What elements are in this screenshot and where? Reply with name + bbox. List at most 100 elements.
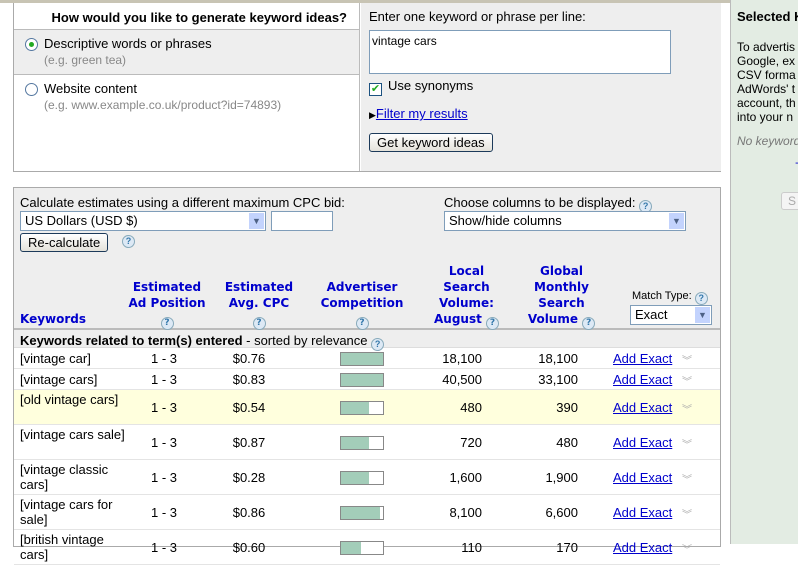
double-chevron-down-icon[interactable]: ︾	[682, 475, 692, 486]
sidebar-text-line: account, th	[737, 96, 796, 110]
sidebar-text-line: To advertis	[737, 40, 796, 54]
sidebar-button[interactable]: S	[781, 192, 798, 210]
add-exact-link[interactable]: Add Exact	[613, 351, 673, 366]
local-volume-cell: 18,100	[442, 351, 482, 366]
global-volume-cell: 480	[556, 435, 578, 450]
keyword-cell: [vintage car]	[20, 351, 91, 366]
option-descriptive[interactable]: Descriptive words or phrases (e.g. green…	[14, 30, 359, 75]
header-global-volume[interactable]: Global Monthly Search Volume ?	[514, 263, 609, 330]
add-exact-link[interactable]: Add Exact	[613, 470, 673, 485]
enter-label: Enter one keyword or phrase per line:	[369, 9, 586, 24]
bid-input[interactable]	[271, 211, 333, 231]
option-label: Website content	[44, 81, 137, 96]
cpc-cell: $0.60	[232, 540, 266, 555]
add-exact-link[interactable]: Add Exact	[613, 435, 673, 450]
header-cpc[interactable]: Estimated Avg. CPC?	[224, 280, 294, 330]
help-icon: ?	[582, 317, 596, 330]
option-hint: (e.g. green tea)	[44, 53, 127, 67]
double-chevron-down-icon[interactable]: ︾	[682, 440, 692, 451]
keyword-cell: [british vintage cars]	[20, 532, 104, 562]
cpc-cell: $0.54	[232, 400, 266, 415]
local-volume-cell: 480	[460, 400, 482, 415]
local-volume-cell: 110	[461, 540, 482, 555]
header-keywords[interactable]: Keywords	[20, 312, 87, 326]
cpc-cell: $0.87	[232, 435, 266, 450]
double-chevron-down-icon[interactable]: ︾	[682, 377, 692, 388]
table-row: [vintage car] 1 - 3 $0.76 18,100 18,100 …	[14, 348, 720, 369]
sidebar-text-line: AdWords' t	[737, 82, 796, 96]
local-volume-cell: 40,500	[442, 372, 482, 387]
match-type-select[interactable]: Exact ▼	[630, 305, 712, 325]
competition-fill	[341, 402, 370, 414]
competition-bar	[340, 373, 384, 387]
header-competition[interactable]: Advertiser Competition?	[320, 280, 404, 330]
help-icon: ?	[252, 317, 266, 330]
header-position[interactable]: Estimated Ad Position?	[128, 280, 206, 330]
position-cell: 1 - 3	[150, 351, 177, 366]
double-chevron-down-icon[interactable]: ︾	[682, 405, 692, 416]
recalculate-button[interactable]: Re-calculate	[20, 233, 109, 252]
add-exact-link[interactable]: Add Exact	[613, 505, 673, 520]
help-icon: ?	[694, 292, 708, 305]
competition-bar	[340, 352, 384, 366]
position-cell: 1 - 3	[150, 470, 177, 485]
keyword-ideas-panel: How would you like to generate keyword i…	[13, 3, 721, 172]
cpc-cell: $0.28	[232, 470, 266, 485]
currency-select[interactable]: US Dollars (USD $) ▼	[20, 211, 266, 231]
help-icon: ?	[486, 317, 500, 330]
competition-fill	[341, 437, 370, 449]
sidebar-text-line: CSV forma	[737, 68, 796, 82]
chevron-down-icon: ▼	[249, 213, 264, 229]
position-cell: 1 - 3	[150, 372, 177, 387]
add-exact-link[interactable]: Add Exact	[613, 540, 673, 555]
add-exact-link[interactable]: Add Exact	[613, 400, 673, 415]
get-keyword-ideas-button[interactable]: Get keyword ideas	[369, 133, 493, 152]
columns-select[interactable]: Show/hide columns ▼	[444, 211, 686, 231]
competition-fill	[341, 374, 383, 386]
table-row: [vintage cars] 1 - 3 $0.83 40,500 33,100…	[14, 369, 720, 390]
cpc-label: Calculate estimates using a different ma…	[20, 195, 345, 210]
cpc-cell: $0.76	[232, 351, 266, 366]
position-cell: 1 - 3	[150, 540, 177, 555]
help-icon[interactable]: ?	[371, 338, 385, 351]
keyword-cell: [vintage cars sale]	[20, 427, 125, 442]
competition-fill	[341, 472, 370, 484]
sidebar-text-line: Google, ex	[737, 54, 796, 68]
competition-bar	[340, 436, 384, 450]
double-chevron-down-icon[interactable]: ︾	[682, 545, 692, 556]
local-volume-cell: 8,100	[449, 505, 482, 520]
results-table: [vintage car] 1 - 3 $0.76 18,100 18,100 …	[14, 348, 720, 565]
chevron-down-icon: ▼	[695, 307, 710, 323]
add-exact-link[interactable]: Add Exact	[613, 372, 673, 387]
cpc-cell: $0.86	[232, 505, 266, 520]
option-label: Descriptive words or phrases	[44, 36, 212, 51]
local-volume-cell: 1,600	[449, 470, 482, 485]
help-icon: ?	[160, 317, 174, 330]
keywords-textarea[interactable]: vintage cars	[369, 30, 671, 74]
help-icon[interactable]: ?	[122, 235, 135, 248]
sidebar-link[interactable]: +	[737, 156, 798, 170]
help-icon: ?	[355, 317, 369, 330]
option-website[interactable]: Website content (e.g. www.example.co.uk/…	[14, 75, 359, 120]
position-cell: 1 - 3	[150, 435, 177, 450]
top-border	[0, 0, 730, 3]
radio-descriptive[interactable]	[25, 38, 38, 51]
synonyms-checkbox[interactable]: ✔	[369, 83, 382, 96]
global-volume-cell: 1,900	[545, 470, 578, 485]
keyword-cell: [old vintage cars]	[20, 392, 119, 407]
keyword-cell: [vintage classic cars]	[20, 462, 109, 492]
competition-bar	[340, 471, 384, 485]
position-cell: 1 - 3	[150, 400, 177, 415]
competition-fill	[341, 353, 383, 365]
header-local-volume[interactable]: Local Search Volume: August ?	[419, 263, 514, 330]
radio-website[interactable]	[25, 83, 38, 96]
global-volume-cell: 390	[556, 400, 578, 415]
local-volume-cell: 720	[460, 435, 482, 450]
empty-message: No keyword	[737, 134, 798, 148]
table-row: [vintage cars for sale] 1 - 3 $0.86 8,10…	[14, 495, 720, 530]
double-chevron-down-icon[interactable]: ︾	[682, 510, 692, 521]
expand-triangle-icon[interactable]: ▶	[369, 110, 376, 120]
filter-results-link[interactable]: Filter my results	[375, 106, 468, 121]
double-chevron-down-icon[interactable]: ︾	[682, 356, 692, 367]
table-row: [vintage classic cars] 1 - 3 $0.28 1,600…	[14, 460, 720, 495]
